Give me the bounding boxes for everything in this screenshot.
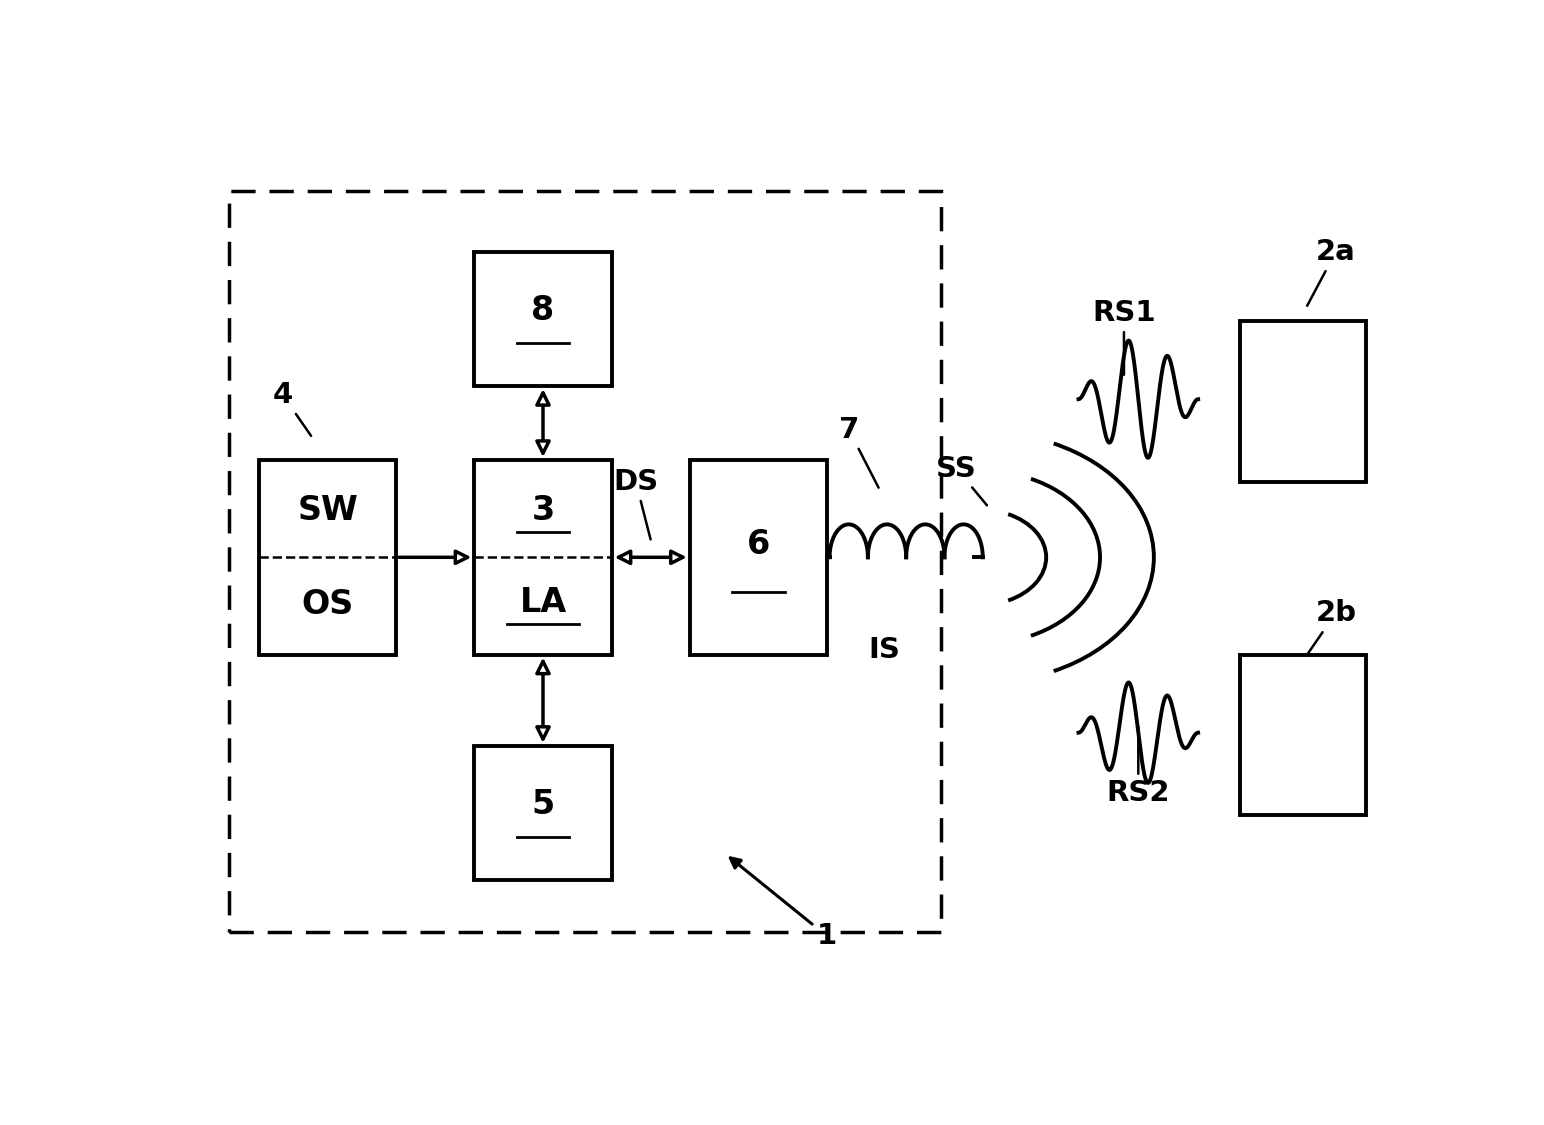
Bar [474, 252, 611, 386]
Text: SW: SW [296, 494, 358, 526]
Text: SS: SS [936, 455, 987, 505]
Text: 2a: 2a [1308, 238, 1356, 306]
Bar [474, 746, 611, 880]
Text: IS: IS [869, 637, 900, 665]
Text: 3: 3 [531, 494, 554, 526]
Text: 2b: 2b [1308, 600, 1356, 655]
Text: RS1: RS1 [1092, 298, 1156, 375]
Text: 6: 6 [747, 528, 770, 560]
Text: 7: 7 [838, 415, 879, 488]
Text: DS: DS [613, 468, 658, 540]
Text: RS2: RS2 [1107, 727, 1170, 808]
Text: 5: 5 [531, 788, 554, 820]
Bar [1240, 655, 1366, 814]
Text: 8: 8 [531, 294, 554, 327]
Bar [690, 460, 828, 655]
Bar [1240, 322, 1366, 482]
Text: OS: OS [301, 587, 354, 621]
Text: LA: LA [519, 586, 567, 619]
Text: 1: 1 [730, 858, 837, 951]
Bar [229, 191, 940, 931]
Bar [259, 460, 397, 655]
Text: 4: 4 [273, 381, 310, 435]
Bar [474, 460, 611, 655]
